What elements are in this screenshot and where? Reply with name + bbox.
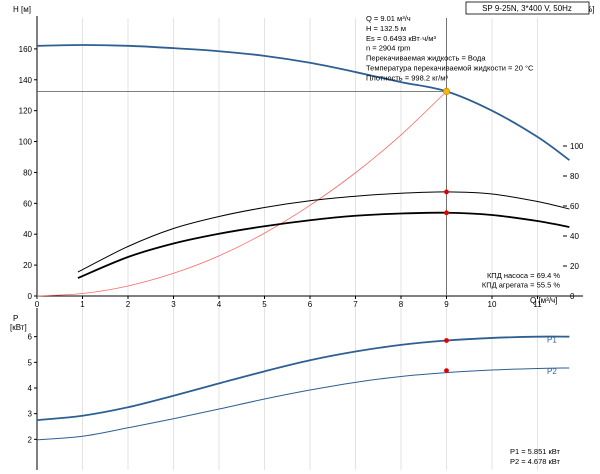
x-tick-label-3: 3: [171, 300, 176, 309]
efficiency-line-0: КПД насоса = 69.4 %: [487, 271, 560, 280]
x-tick-label-8: 8: [399, 300, 404, 309]
p-axis-unit: [кВт]: [10, 323, 27, 332]
power-marker-2: [444, 368, 449, 373]
p-axis-label-name: P: [13, 314, 18, 323]
eta-tick-label-0: 0: [570, 292, 575, 301]
power-p2-label: P2: [547, 367, 557, 376]
h-tick-label-140: 140: [19, 76, 33, 85]
operating-point-guides: [37, 18, 447, 296]
info-line-3: n = 2904 rpm: [366, 44, 410, 53]
eta-tick-label-20: 20: [570, 262, 579, 271]
info-line-6: Плотность = 998.2 кг/м³: [366, 73, 448, 82]
power-marker-1: [444, 338, 449, 343]
power-p1-label: P1: [547, 336, 557, 345]
h-tick-label-100: 100: [19, 138, 33, 147]
p-tick-label-4: 4: [28, 384, 33, 393]
h-tick-label-20: 20: [23, 261, 32, 270]
info-line-0: Q = 9.01 м³/ч: [366, 14, 411, 23]
x-tick-label-5: 5: [262, 300, 267, 309]
h-axis-label-name: H [м]: [13, 5, 31, 14]
duty-point-info: Q = 9.01 м³/чH = 132.5 мEs = 0.6493 кВт·…: [366, 14, 534, 82]
h-tick-label-60: 60: [23, 199, 32, 208]
upper-left-ticks: 0 20 40 60 80 100 120 140 160: [19, 45, 37, 301]
lower-series-lines: P1 P2: [36, 335, 570, 441]
h-tick-label-120: 120: [19, 107, 33, 116]
unit-efficiency-line: [77, 211, 570, 279]
duty-point-marker: [442, 87, 450, 95]
system-curve-line: [36, 91, 447, 297]
info-line-1: H = 132.5 м: [366, 24, 406, 33]
x-tick-label-6: 6: [308, 300, 313, 309]
h-tick-label-80: 80: [23, 168, 32, 177]
upper-x-ticks: 0 1 2 3 4 5 6 7 8 9 10 11: [35, 296, 542, 309]
x-tick-label-7: 7: [353, 300, 358, 309]
eta-tick-label-60: 60: [570, 202, 579, 211]
upper-vertical-gridlines: [82, 18, 538, 296]
h-tick-label-40: 40: [23, 230, 32, 239]
title-box: [465, 1, 590, 15]
qh-curve-line: [36, 44, 570, 161]
p-tick-label-6: 6: [28, 333, 33, 342]
power-line-1: P2 = 4.678 кВт: [510, 457, 561, 466]
operating-point-markers: [442, 87, 450, 216]
lower-vertical-gridlines: [82, 308, 538, 470]
eta-tick-label-80: 80: [570, 172, 579, 181]
p-tick-label-5: 5: [28, 358, 33, 367]
x-tick-label-2: 2: [126, 300, 131, 309]
x-tick-label-9: 9: [444, 300, 449, 309]
h-tick-label-0: 0: [28, 292, 33, 301]
upper-right-ticks: 0 20 40 60 80 100: [563, 142, 584, 301]
info-line-2: Es = 0.6493 кВт·ч/м³: [366, 34, 436, 43]
unit-efficiency-marker: [444, 210, 449, 216]
x-tick-label-10: 10: [488, 300, 497, 309]
x-tick-label-1: 1: [80, 300, 85, 309]
power-p1-line: [36, 335, 570, 421]
x-axis-label: Q [м³/ч]: [530, 296, 557, 305]
chart-title: SP 9-25N, 3*400 V, 50Hz: [482, 4, 572, 13]
x-tick-label-4: 4: [217, 300, 222, 309]
efficiency-line-1: КПД агрегата = 55.5 %: [482, 281, 560, 290]
p-tick-label-2: 2: [28, 435, 33, 444]
upper-series-lines: [36, 44, 570, 297]
eta-tick-label-100: 100: [570, 142, 584, 151]
x-tick-label-11: 11: [533, 300, 542, 309]
lower-left-ticks: 2 3 4 5 6: [28, 333, 37, 444]
power-markers: [444, 338, 449, 373]
power-line-0: P1 = 5.851 кВт: [510, 447, 561, 456]
h-tick-label-160: 160: [19, 45, 33, 54]
eta-tick-label-40: 40: [570, 232, 579, 241]
info-line-4: Перекачиваемая жидкость = Вода: [366, 54, 486, 63]
info-line-5: Температура перекачиваемой жидкости = 20…: [366, 64, 534, 73]
p-tick-label-3: 3: [28, 410, 33, 419]
x-tick-label-0: 0: [35, 300, 40, 309]
upper-chart: H [м] eta [%] SP 9-25N, 3*400 V, 50Hz 01…: [13, 1, 594, 309]
efficiency-info: КПД насоса = 69.4 %КПД агрегата = 55.5 %: [482, 271, 560, 290]
pump-efficiency-line: [77, 191, 570, 273]
power-p2-line: [36, 367, 570, 441]
pump-efficiency-marker: [444, 189, 449, 195]
